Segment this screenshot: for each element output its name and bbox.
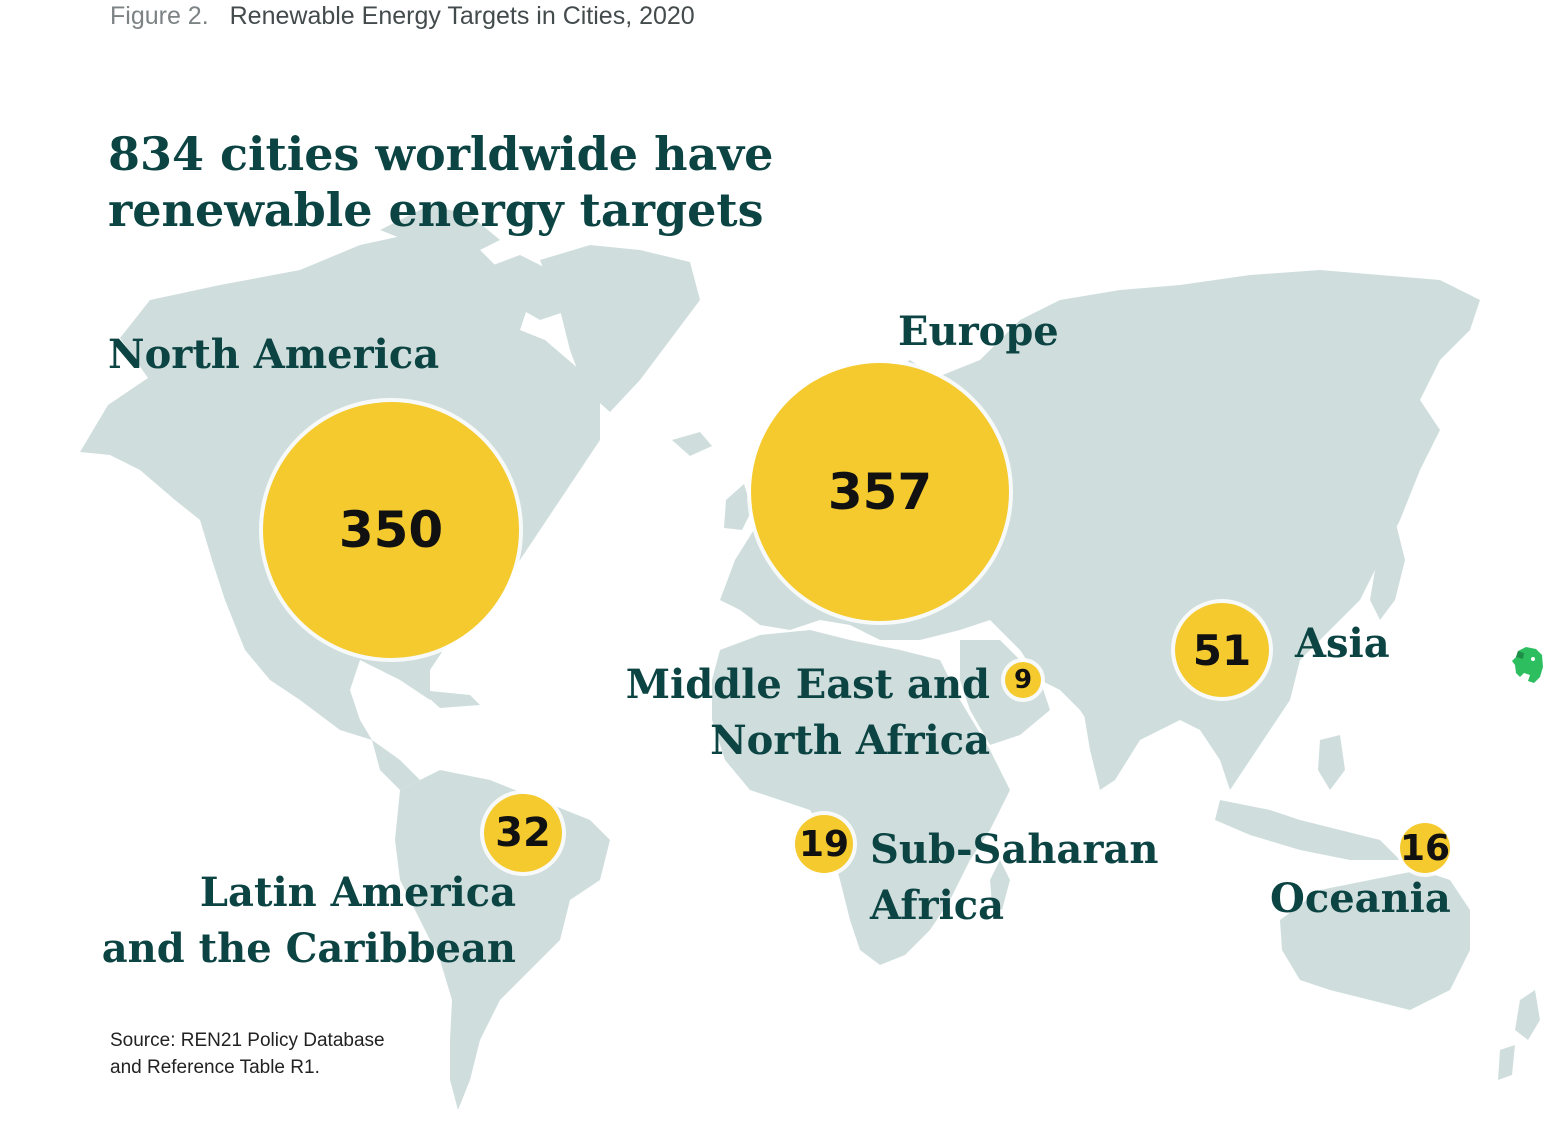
bubble-europe: 357 bbox=[751, 363, 1009, 621]
region-label-mena-line2: North Africa bbox=[710, 717, 990, 764]
region-label-latin-america-line2: and the Caribbean bbox=[101, 925, 516, 972]
headline-line1: 834 cities worldwide have bbox=[108, 127, 774, 181]
landmass-africa bbox=[712, 630, 1010, 965]
region-label-oceania: Oceania bbox=[1270, 875, 1451, 922]
region-label-latin-america: Latin America and the Caribbean bbox=[80, 865, 516, 977]
region-label-europe: Europe bbox=[898, 308, 1059, 355]
bubble-north-america: 350 bbox=[263, 402, 519, 658]
region-label-sub-saharan-africa: Sub-Saharan Africa bbox=[870, 822, 1158, 934]
region-label-mena-line1: Middle East and bbox=[625, 661, 990, 708]
headline-line2: renewable energy targets bbox=[108, 183, 764, 237]
landmass-australia bbox=[1280, 870, 1470, 1010]
region-label-mena: Middle East and North Africa bbox=[614, 657, 990, 769]
landmass-south-america bbox=[395, 770, 610, 1110]
region-label-asia: Asia bbox=[1295, 620, 1390, 667]
landmass-india bbox=[1080, 680, 1150, 790]
source-note: Source: REN21 Policy Database and Refere… bbox=[110, 1027, 385, 1081]
evernote-elephant-icon-graphic bbox=[1512, 647, 1543, 683]
landmass-madagascar bbox=[990, 860, 1010, 910]
evernote-elephant-icon[interactable] bbox=[1510, 645, 1546, 685]
bubble-mena: 9 bbox=[1005, 662, 1041, 698]
region-label-sub-saharan-line2: Africa bbox=[870, 882, 1005, 929]
headline: 834 cities worldwide have renewable ener… bbox=[108, 126, 773, 238]
region-label-north-america: North America bbox=[108, 331, 440, 378]
landmass-central-america bbox=[372, 740, 420, 790]
region-label-latin-america-line1: Latin America bbox=[199, 869, 516, 916]
landmass-iceland bbox=[672, 432, 712, 456]
landmass-arabia bbox=[960, 640, 1050, 745]
bubble-oceania: 16 bbox=[1400, 823, 1450, 873]
landmass-uk bbox=[724, 484, 752, 530]
figure-title: Renewable Energy Targets in Cities, 2020 bbox=[229, 2, 695, 30]
landmass-new-zealand-south bbox=[1498, 1045, 1515, 1080]
figure-label: Figure 2. bbox=[110, 2, 209, 30]
bubble-asia: 51 bbox=[1175, 603, 1269, 697]
bubble-sub-saharan-africa: 19 bbox=[795, 815, 853, 873]
landmass-greenland bbox=[540, 245, 700, 412]
landmass-new-zealand bbox=[1515, 990, 1540, 1040]
figure-caption: Figure 2. Renewable Energy Targets in Ci… bbox=[110, 2, 695, 31]
source-note-line2: and Reference Table R1. bbox=[110, 1057, 320, 1078]
landmass-arctic-islands bbox=[380, 205, 500, 255]
bubble-latin-america: 32 bbox=[484, 794, 562, 872]
landmass-indonesia bbox=[1215, 800, 1400, 860]
landmass-philippines bbox=[1318, 735, 1345, 790]
landmass-caribbean bbox=[420, 690, 480, 708]
region-label-sub-saharan-line1: Sub-Saharan bbox=[870, 826, 1159, 873]
landmass-japan bbox=[1370, 520, 1405, 620]
source-note-line1: Source: REN21 Policy Database bbox=[110, 1030, 385, 1051]
